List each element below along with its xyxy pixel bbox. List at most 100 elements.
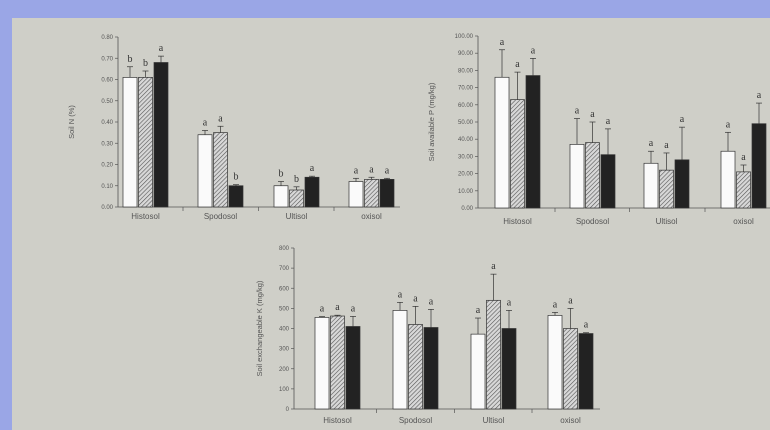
left-frame-bar [0,0,12,430]
bar-black [600,154,616,209]
chart-soil-p: 0.00 10.00 20.00 30.00 40.00 50.00 60.00 70.00 8… [427,34,770,226]
significance-letter: a [351,303,356,314]
bar-black [153,62,169,208]
x-category-label: Ultisol [656,217,678,226]
significance-letter: a [354,165,359,176]
bar-hatched [364,179,379,208]
x-category-label: oxisol [733,217,754,226]
bar-black [379,179,395,208]
y-tick-label: 800 [279,246,290,252]
top-frame-bar [0,0,770,18]
bar-hatched [408,324,423,410]
bar-hatched [213,132,228,208]
y-tick-label: 60.00 [458,103,474,109]
y-tick-label: 40.00 [458,137,474,143]
significance-letter: a [320,304,325,315]
x-category-label: Histosol [503,217,532,226]
bar-hatched [659,169,674,209]
bar-white [643,162,659,209]
y-tick-label: 0.50 [101,99,113,105]
y-tick-label: 0.70 [101,56,113,62]
significance-letter: a [757,90,762,101]
significance-letter: a [584,320,589,331]
significance-letter: a [413,293,418,304]
y-tick-label: 0.00 [101,205,113,211]
bar-hatched [138,77,153,208]
bar-black [751,123,767,209]
bar-black [578,333,594,410]
y-tick-label: 300 [279,347,290,353]
bar-black [423,327,439,410]
significance-letter: a [159,43,164,54]
bar-white [720,150,736,209]
x-category-label: oxisol [361,212,382,221]
bar-hatched [510,99,525,209]
chart-soil-k: 0 100 200 300 400 500 600 700 800 Soil exchangeab… [255,246,600,425]
significance-letter: a [741,152,746,163]
significance-letter: a [218,113,223,124]
y-tick-label: 30.00 [458,154,474,160]
significance-letter: a [335,302,340,313]
bar-white [348,181,364,208]
bar-white [547,315,563,410]
significance-letter: a [369,164,374,175]
y-tick-label: 20.00 [458,172,474,178]
bar-hatched [486,299,501,410]
x-category-label: Ultisol [286,212,308,221]
y-tick-label: 0.30 [101,141,113,147]
bar-black [304,176,320,208]
significance-letter: b [234,172,239,183]
bar-hatched [289,189,304,208]
bar-hatched [330,315,345,410]
significance-letter: b [128,54,133,65]
x-category-label: Spodosol [204,212,238,221]
y-tick-label: 0.00 [461,206,473,212]
y-tick-label: 100.00 [455,34,474,40]
y-tick-label: 700 [279,266,290,272]
bar-white [314,317,330,410]
significance-letter: a [590,109,595,120]
x-category-label: Ultisol [483,416,505,425]
bar-white [122,77,138,208]
y-tick-label: 80.00 [458,68,474,74]
significance-letter: a [649,138,654,149]
x-category-label: oxisol [560,416,581,425]
bar-hatched [585,142,600,209]
bar-black [525,75,541,209]
significance-letter: a [531,45,536,56]
y-tick-label: 100 [279,387,290,393]
y-tick-label: 90.00 [458,51,474,57]
y-tick-label: 50.00 [458,120,474,126]
significance-letter: a [385,165,390,176]
y-tick-label: 10.00 [458,189,474,195]
bar-white [470,333,486,410]
significance-letter: a [476,305,481,316]
significance-letter: a [575,106,580,117]
significance-letter: a [310,163,315,174]
significance-letter: a [680,114,685,125]
bar-black [345,326,361,410]
significance-letter: b [294,174,299,185]
y-tick-label: 0 [286,407,290,413]
significance-letter: a [726,119,731,130]
significance-letter: a [429,296,434,307]
bar-white [494,76,510,209]
significance-letter: b [143,58,148,69]
significance-letter: b [279,169,284,180]
bar-white [273,185,289,208]
y-axis-label: Soil exchangeable K (mg/kg) [255,280,264,376]
x-category-label: Histosol [323,416,352,425]
y-tick-label: 600 [279,286,290,292]
significance-letter: a [203,118,208,129]
x-category-label: Spodosol [576,217,610,226]
bar-white [569,144,585,209]
significance-letter: a [515,59,520,70]
y-tick-label: 500 [279,306,290,312]
bar-hatched [736,171,751,209]
bar-black [228,185,244,208]
significance-letter: a [500,37,505,48]
y-tick-label: 0.40 [101,120,113,126]
significance-letter: a [491,261,496,272]
significance-letter: a [606,116,611,127]
